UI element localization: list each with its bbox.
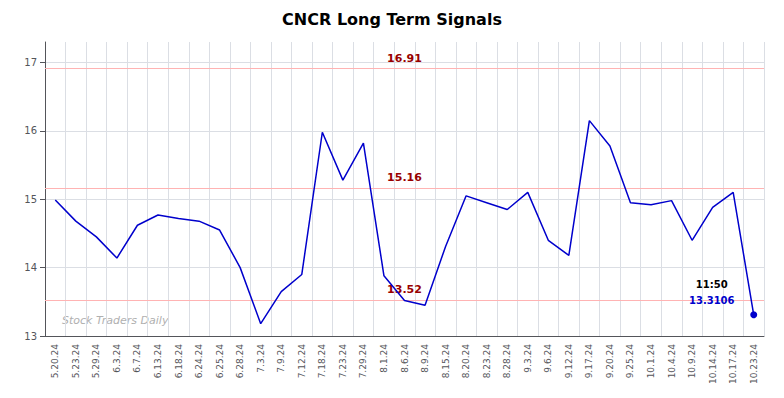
svg-text:6.24.24: 6.24.24 xyxy=(194,344,204,379)
svg-text:15: 15 xyxy=(24,194,37,205)
svg-text:5.20.24: 5.20.24 xyxy=(50,344,60,379)
svg-text:7.12.24: 7.12.24 xyxy=(297,344,307,379)
svg-text:10.17.24: 10.17.24 xyxy=(728,344,738,384)
svg-text:9.3.24: 9.3.24 xyxy=(523,344,533,373)
svg-text:7.29.24: 7.29.24 xyxy=(358,344,368,379)
svg-text:9.6.24: 9.6.24 xyxy=(543,344,553,373)
svg-text:6.28.24: 6.28.24 xyxy=(235,344,245,379)
svg-text:11:50: 11:50 xyxy=(696,279,728,290)
svg-text:Stock Traders Daily: Stock Traders Daily xyxy=(62,314,169,327)
svg-text:9.12.24: 9.12.24 xyxy=(564,344,574,379)
svg-text:8.15.24: 8.15.24 xyxy=(441,344,451,379)
svg-text:13.52: 13.52 xyxy=(387,283,422,297)
svg-text:10.4.24: 10.4.24 xyxy=(667,344,677,379)
svg-text:10.23.24: 10.23.24 xyxy=(749,344,759,384)
svg-text:16: 16 xyxy=(24,125,37,136)
svg-text:6.7.24: 6.7.24 xyxy=(132,344,142,373)
svg-text:15.16: 15.16 xyxy=(387,171,422,184)
svg-text:6.3.24: 6.3.24 xyxy=(112,344,122,373)
svg-text:8.9.24: 8.9.24 xyxy=(420,344,430,373)
svg-text:7.18.24: 7.18.24 xyxy=(317,344,327,379)
svg-text:8.1.24: 8.1.24 xyxy=(379,344,389,373)
svg-text:6.18.24: 6.18.24 xyxy=(174,344,184,379)
svg-text:14: 14 xyxy=(24,262,37,273)
svg-text:10.14.24: 10.14.24 xyxy=(708,344,718,384)
svg-text:9.17.24: 9.17.24 xyxy=(584,344,594,379)
svg-text:8.20.24: 8.20.24 xyxy=(461,344,471,379)
svg-text:17: 17 xyxy=(24,57,37,68)
svg-text:7.3.24: 7.3.24 xyxy=(256,344,266,373)
svg-text:7.9.24: 7.9.24 xyxy=(276,344,286,373)
svg-text:8.6.24: 8.6.24 xyxy=(400,344,410,373)
svg-text:8.28.24: 8.28.24 xyxy=(502,344,512,379)
svg-text:6.13.24: 6.13.24 xyxy=(153,344,163,379)
svg-text:13.3106: 13.3106 xyxy=(689,295,735,306)
svg-text:7.23.24: 7.23.24 xyxy=(338,344,348,379)
svg-text:10.1.24: 10.1.24 xyxy=(646,344,656,379)
svg-text:13: 13 xyxy=(24,331,37,342)
svg-text:5.29.24: 5.29.24 xyxy=(91,344,101,379)
svg-text:CNCR Long Term Signals: CNCR Long Term Signals xyxy=(282,10,502,29)
svg-text:9.25.24: 9.25.24 xyxy=(625,344,635,379)
svg-text:10.9.24: 10.9.24 xyxy=(687,344,697,379)
svg-text:6.25.24: 6.25.24 xyxy=(215,344,225,379)
svg-text:16.91: 16.91 xyxy=(387,52,422,65)
svg-text:9.20.24: 9.20.24 xyxy=(605,344,615,379)
svg-text:8.23.24: 8.23.24 xyxy=(482,344,492,379)
svg-text:5.23.24: 5.23.24 xyxy=(71,344,81,379)
